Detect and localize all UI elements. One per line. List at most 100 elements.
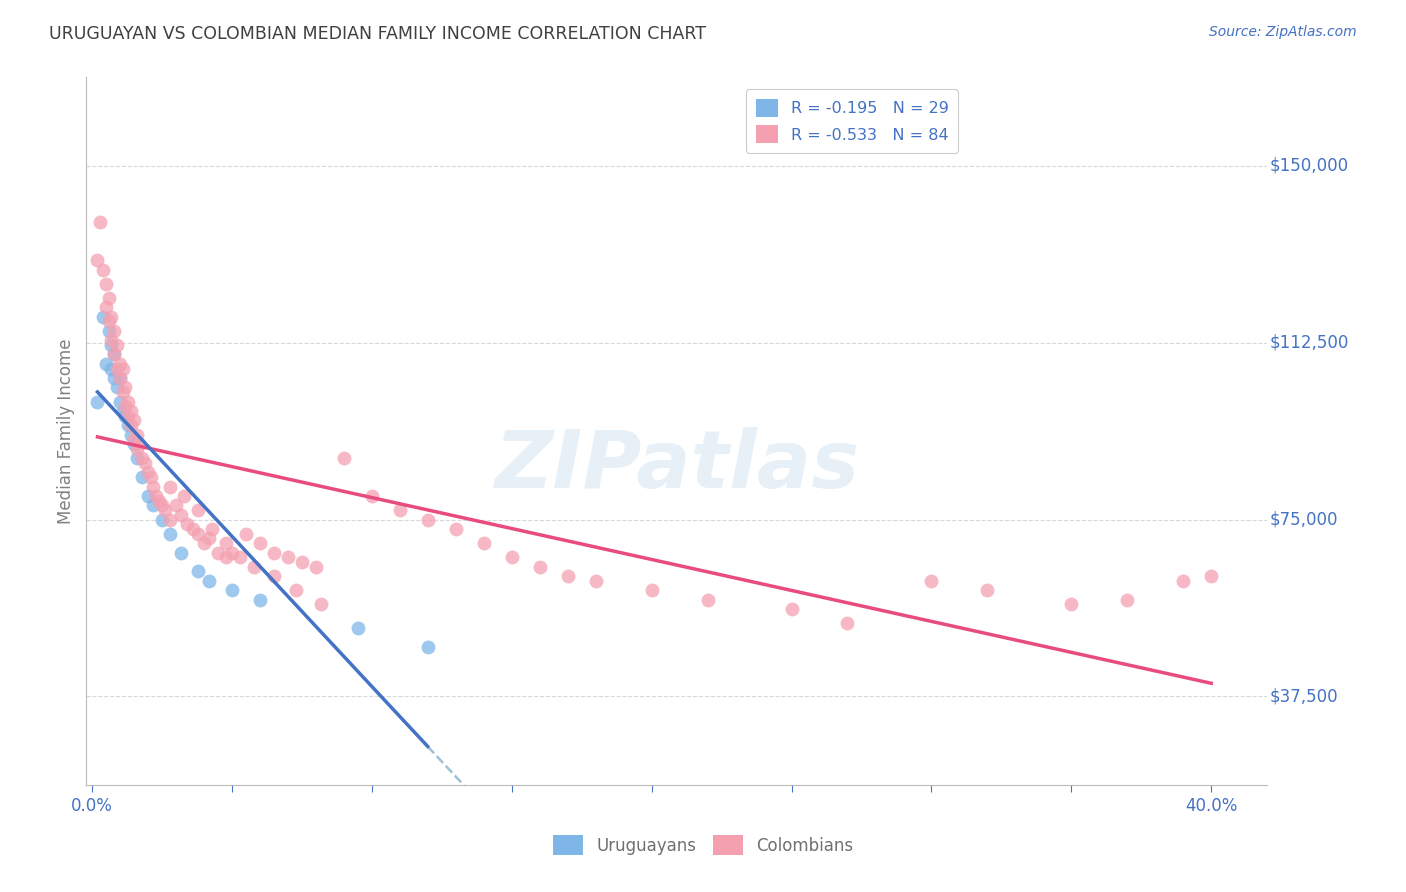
Point xyxy=(108,357,131,371)
Point xyxy=(501,550,523,565)
Point xyxy=(263,569,285,583)
Point xyxy=(285,583,308,598)
Point xyxy=(145,489,167,503)
Point xyxy=(529,559,551,574)
Point xyxy=(89,215,111,229)
Point xyxy=(91,262,114,277)
Point xyxy=(346,621,368,635)
Point xyxy=(165,499,187,513)
Point xyxy=(94,301,117,315)
Point xyxy=(291,555,314,569)
Point xyxy=(148,493,170,508)
Point xyxy=(557,569,579,583)
Point xyxy=(136,466,159,480)
Point xyxy=(1060,598,1083,612)
Point xyxy=(780,602,803,616)
Point xyxy=(249,592,271,607)
Point xyxy=(103,371,125,385)
Point xyxy=(444,522,467,536)
Point xyxy=(103,347,125,361)
Point xyxy=(187,503,209,517)
Point xyxy=(150,512,173,526)
Point xyxy=(111,385,134,400)
Point xyxy=(136,489,159,503)
Point xyxy=(108,394,131,409)
Point xyxy=(416,512,439,526)
Point xyxy=(114,409,136,423)
Text: $150,000: $150,000 xyxy=(1270,157,1348,175)
Point xyxy=(103,324,125,338)
Point xyxy=(221,583,243,598)
Point xyxy=(100,338,122,352)
Point xyxy=(125,451,148,466)
Point xyxy=(114,400,136,414)
Point xyxy=(249,536,271,550)
Point xyxy=(142,479,165,493)
Point xyxy=(117,394,139,409)
Text: Source: ZipAtlas.com: Source: ZipAtlas.com xyxy=(1209,25,1357,39)
Legend: R = -0.195   N = 29, R = -0.533   N = 84: R = -0.195 N = 29, R = -0.533 N = 84 xyxy=(747,89,957,153)
Point xyxy=(170,508,193,522)
Point xyxy=(311,598,333,612)
Point xyxy=(1116,592,1139,607)
Point xyxy=(94,277,117,291)
Point xyxy=(1201,569,1223,583)
Point xyxy=(585,574,607,588)
Point xyxy=(229,550,252,565)
Point xyxy=(86,253,108,268)
Point xyxy=(193,536,215,550)
Point xyxy=(277,550,299,565)
Point xyxy=(416,640,439,654)
Point xyxy=(86,394,108,409)
Point xyxy=(360,489,382,503)
Point xyxy=(207,545,229,559)
Point xyxy=(472,536,495,550)
Point xyxy=(215,550,238,565)
Point xyxy=(122,437,145,451)
Text: $112,500: $112,500 xyxy=(1270,334,1348,351)
Point xyxy=(111,361,134,376)
Point xyxy=(100,361,122,376)
Point xyxy=(94,357,117,371)
Point xyxy=(976,583,998,598)
Point xyxy=(696,592,718,607)
Point xyxy=(134,456,156,470)
Point xyxy=(159,479,181,493)
Point xyxy=(142,499,165,513)
Point xyxy=(176,517,198,532)
Point xyxy=(125,442,148,456)
Y-axis label: Median Family Income: Median Family Income xyxy=(58,338,75,524)
Point xyxy=(100,310,122,324)
Point xyxy=(332,451,354,466)
Point xyxy=(103,347,125,361)
Point xyxy=(108,371,131,385)
Point xyxy=(117,418,139,433)
Point xyxy=(243,559,266,574)
Point xyxy=(640,583,662,598)
Point xyxy=(128,437,150,451)
Point xyxy=(120,427,142,442)
Point xyxy=(198,574,221,588)
Point xyxy=(170,545,193,559)
Point xyxy=(235,526,257,541)
Point xyxy=(122,433,145,447)
Point xyxy=(131,451,153,466)
Point xyxy=(120,418,142,433)
Point xyxy=(201,522,224,536)
Point xyxy=(221,545,243,559)
Point xyxy=(117,409,139,423)
Point xyxy=(159,512,181,526)
Point xyxy=(159,526,181,541)
Point xyxy=(97,314,120,328)
Point xyxy=(920,574,942,588)
Point xyxy=(120,404,142,418)
Point xyxy=(97,291,120,305)
Text: $75,000: $75,000 xyxy=(1270,510,1339,529)
Point xyxy=(388,503,411,517)
Point xyxy=(122,413,145,427)
Point xyxy=(150,499,173,513)
Point xyxy=(91,310,114,324)
Legend: Uruguayans, Colombians: Uruguayans, Colombians xyxy=(546,829,860,862)
Point xyxy=(97,324,120,338)
Point xyxy=(114,380,136,394)
